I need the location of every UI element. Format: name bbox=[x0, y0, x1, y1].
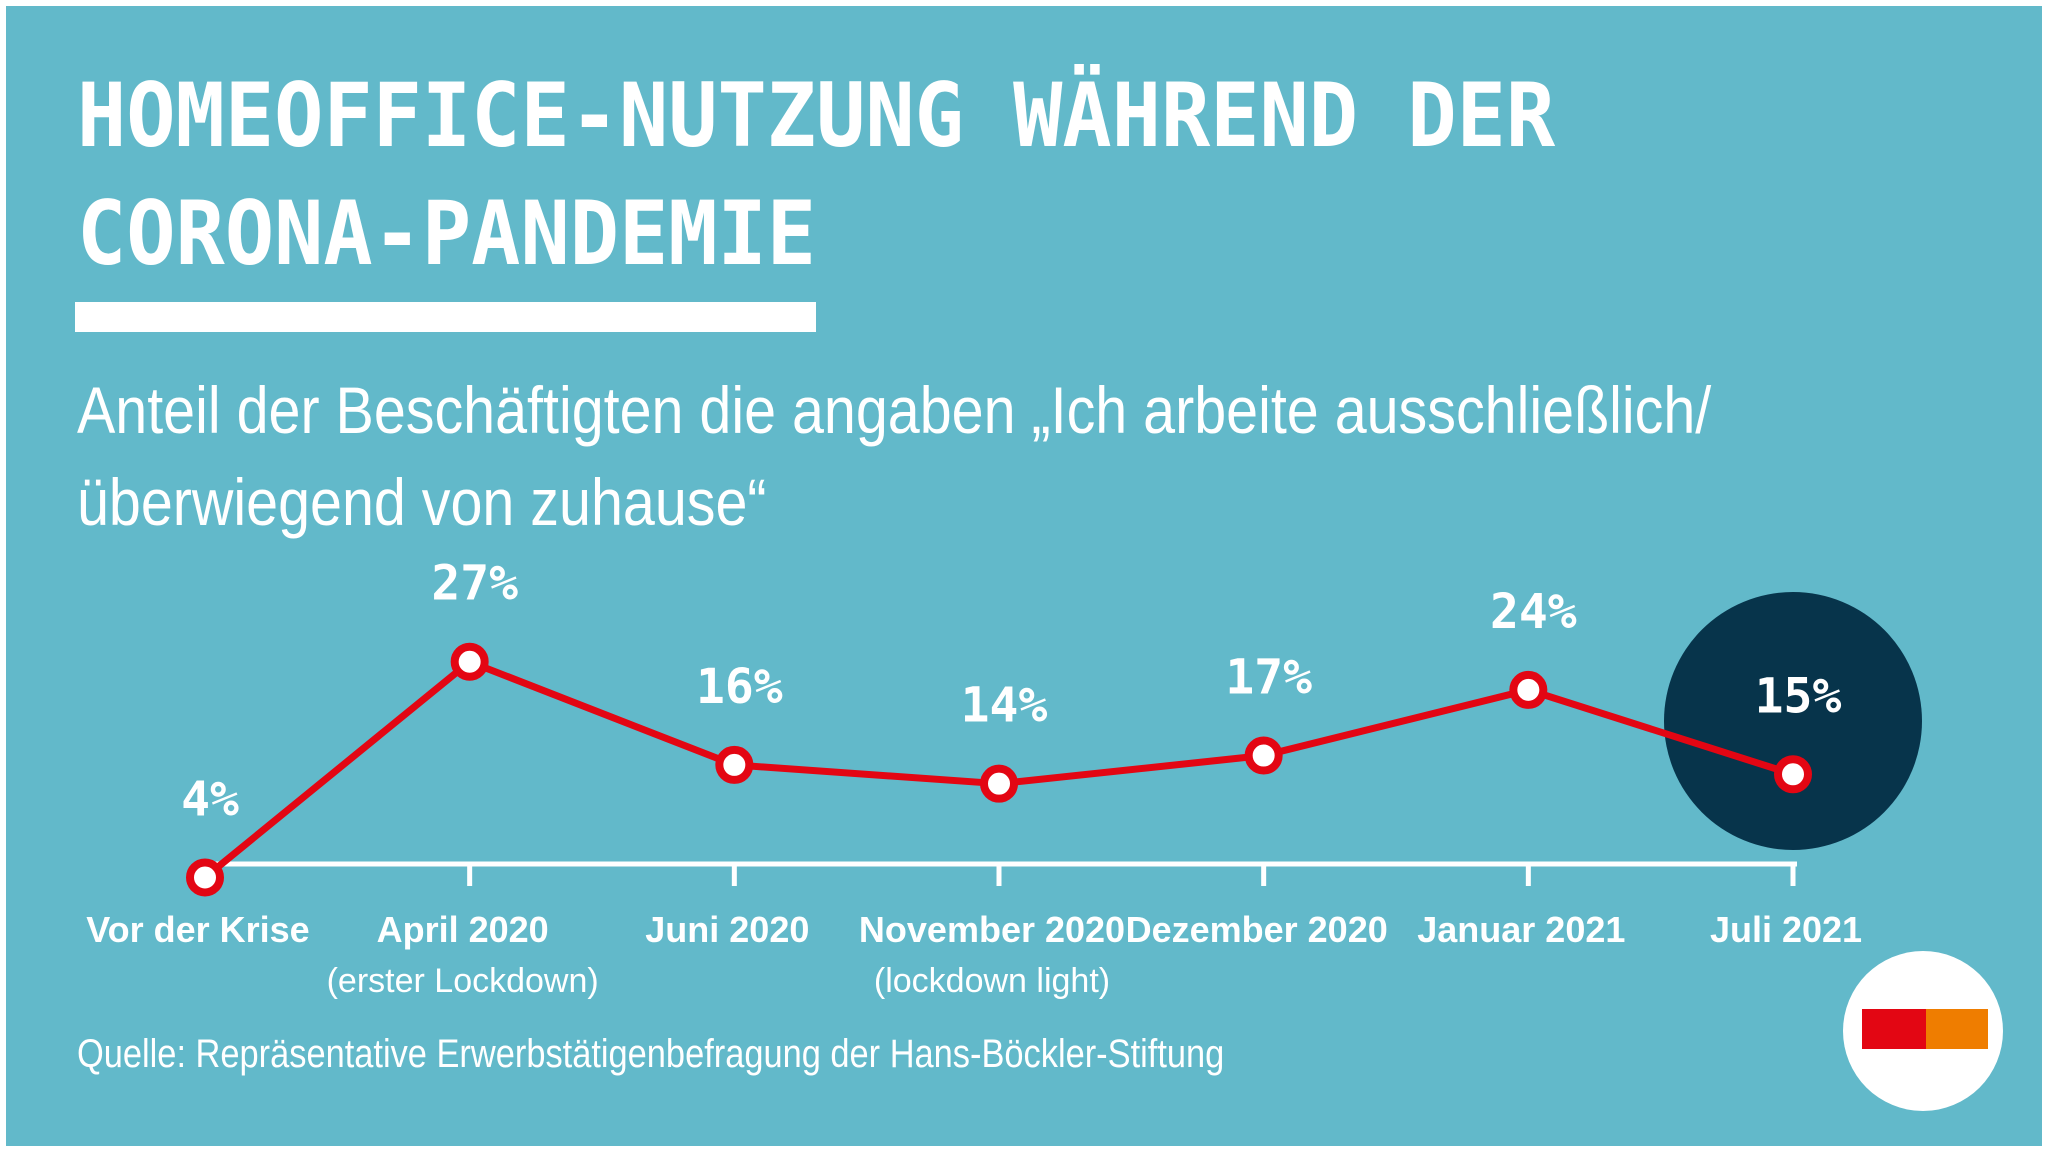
category-label: November 2020 bbox=[859, 909, 1125, 950]
title-line-2: CORONA-PANDEMIE bbox=[77, 182, 817, 285]
source-note: Quelle: Repräsentative Erwerbstätigenbef… bbox=[77, 1032, 1225, 1076]
hans-boeckler-logo-icon bbox=[1843, 951, 2003, 1111]
category-label: Januar 2021 bbox=[1417, 909, 1625, 950]
category-label: Dezember 2020 bbox=[1126, 909, 1388, 950]
title-underline bbox=[75, 302, 816, 332]
category-sublabel: (lockdown light) bbox=[874, 962, 1110, 1000]
background-panel bbox=[6, 6, 2042, 1146]
highlight-disc bbox=[1664, 592, 1922, 850]
value-label: 15% bbox=[1755, 668, 1842, 724]
data-point bbox=[715, 745, 754, 784]
value-label: 16% bbox=[696, 659, 783, 715]
logo-orange-block bbox=[1926, 1009, 1988, 1049]
subtitle-line-1: Anteil der Beschäftigten die angaben „Ic… bbox=[77, 373, 1712, 447]
title-line-1: HOMEOFFICE-NUTZUNG WÄHREND DER bbox=[77, 64, 1556, 167]
data-point bbox=[980, 764, 1018, 803]
value-label: 17% bbox=[1225, 650, 1312, 706]
data-point bbox=[450, 642, 489, 681]
value-label: 27% bbox=[431, 556, 518, 612]
category-label: April 2020 bbox=[377, 909, 549, 950]
data-point bbox=[186, 858, 224, 897]
value-label: 24% bbox=[1490, 584, 1577, 640]
logo-red-block bbox=[1862, 1009, 1926, 1049]
subtitle-line-2: überwiegend von zuhause“ bbox=[77, 465, 767, 539]
category-label: Vor der Krise bbox=[86, 909, 309, 950]
category-label: Juli 2021 bbox=[1710, 909, 1862, 950]
category-sublabel: (erster Lockdown) bbox=[327, 962, 599, 1000]
value-label: 14% bbox=[961, 678, 1048, 734]
data-point bbox=[1509, 670, 1548, 709]
data-point bbox=[1244, 736, 1283, 775]
data-point bbox=[1774, 755, 1812, 794]
category-label: Juni 2020 bbox=[645, 909, 809, 950]
value-label: 4% bbox=[181, 771, 239, 827]
